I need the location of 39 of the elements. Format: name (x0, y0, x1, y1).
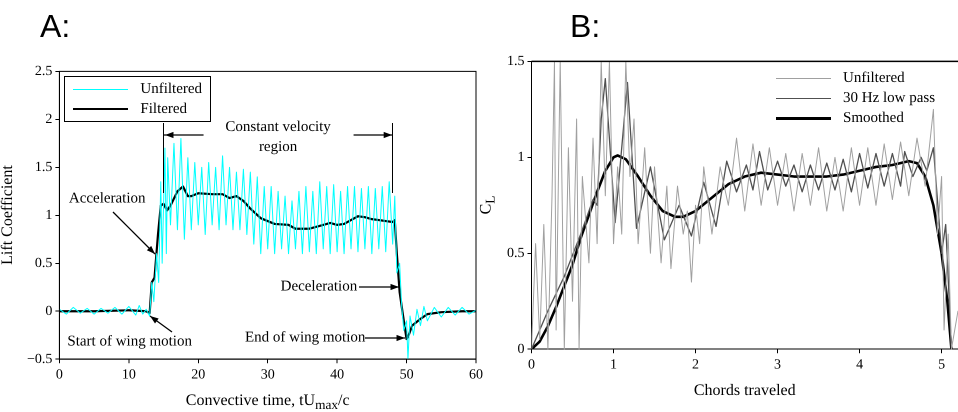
y-tick-label: 2.5 (34, 64, 52, 80)
x-tick-label: 50 (400, 367, 414, 382)
y-tick-label: −0.5 (26, 352, 52, 367)
chart-title: A: (40, 8, 70, 45)
annotation: Constant velocity region (224, 118, 332, 158)
legend-label: 30 Hz low pass (843, 89, 936, 108)
x-tick-label: 10 (122, 367, 136, 382)
y-tick-label: 0 (518, 342, 524, 357)
annotation: Acceleration (68, 190, 146, 208)
x-tick-label: 5 (938, 357, 946, 372)
y-tick-label: 2 (45, 112, 52, 128)
y-tick-label: 1.5 (507, 54, 524, 70)
x-tick-label: 30 (260, 367, 275, 382)
x-tick-label: 1 (610, 357, 618, 372)
y-tick-label: 0.5 (34, 256, 52, 271)
y-axis-title: Lift Coefficient (0, 165, 17, 266)
legend-label: Smoothed (843, 109, 904, 128)
y-tick-label: 1.5 (34, 160, 52, 176)
y-tick-label: 0 (45, 304, 52, 319)
y-tick-label: 0.5 (507, 246, 524, 261)
x-tick-label: 20 (191, 367, 206, 382)
annotation: Deceleration (280, 278, 358, 296)
y-tick-label: 1 (45, 208, 52, 223)
x-axis-title: Chords traveled (692, 382, 797, 400)
x-tick-label: 4 (856, 357, 864, 372)
x-tick-label: 0 (528, 357, 535, 372)
x-tick-label: 40 (330, 367, 344, 382)
legend-label: Filtered (140, 100, 188, 120)
x-tick-label: 0 (56, 367, 63, 382)
x-tick-label: 3 (774, 357, 782, 372)
legend-label: Unfiltered (140, 80, 202, 100)
x-axis-title: Convective time, tU$_{max}$/c (184, 392, 351, 412)
legend-label: Unfiltered (843, 69, 905, 88)
annotation: End of wing motion (244, 330, 366, 347)
chart-title: B: (570, 8, 600, 45)
annotation: Start of wing motion (67, 334, 192, 351)
y-tick-label: 1 (518, 150, 524, 166)
x-tick-label: 60 (469, 367, 483, 382)
x-tick-label: 2 (692, 357, 700, 372)
